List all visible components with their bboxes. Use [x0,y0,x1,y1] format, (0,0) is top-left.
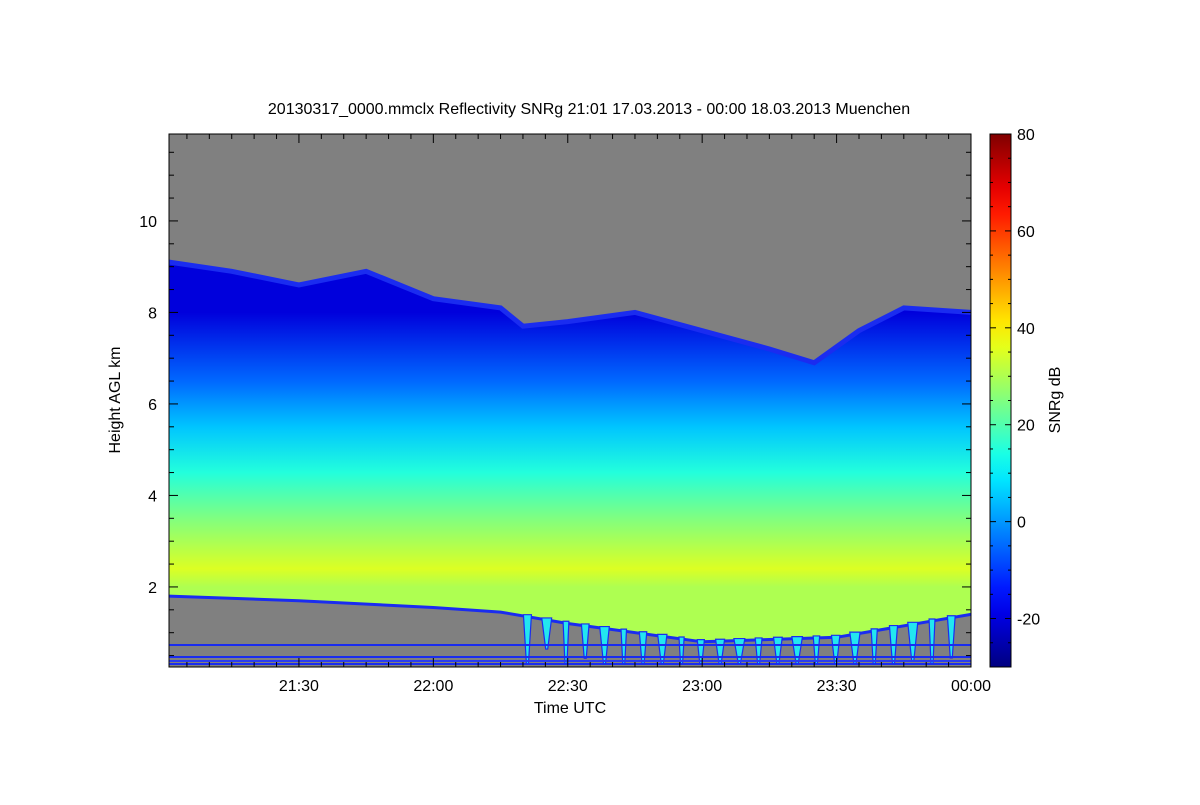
ground-clutter-band [169,663,971,665]
x-tick-label: 23:00 [682,678,722,695]
y-tick-label: 4 [148,488,157,505]
plot-frame [168,133,972,668]
ground-clutter-band [169,644,971,646]
colorbar-tick-label: -20 [1017,612,1040,629]
cloud-top-edge [169,259,971,366]
colorbar-label: SNRg dB [1047,367,1064,434]
fallstreak [541,617,553,650]
y-axis-label: Height AGL km [107,346,124,453]
colorbar [989,133,1012,668]
x-tick-label: 23:30 [817,678,857,695]
y-tick-label: 8 [148,305,157,322]
x-axis-label: Time UTC [534,700,606,717]
ground-clutter-band [169,656,971,658]
colorbar-tick-label: 60 [1017,224,1035,241]
colorbar-tick-label: 0 [1017,515,1026,532]
cloud-echo-region [169,262,971,642]
chart-title: 20130317_0000.mmclx Reflectivity SNRg 21… [268,101,910,118]
fallstreak [678,636,685,665]
colorbar-tick-label: 20 [1017,418,1035,435]
ground-clutter-band [169,660,971,662]
plot-area [169,134,971,667]
x-tick-label: 22:30 [548,678,588,695]
y-axis: 2 4 6 8 10 [139,151,971,657]
x-tick-label: 00:00 [951,678,991,695]
colorbar-tick-label: 40 [1017,321,1035,338]
x-tick-label: 22:00 [413,678,453,695]
x-tick-label: 21:30 [279,678,319,695]
colorbar-ticks: -20 0 20 40 60 80 [990,127,1040,668]
y-tick-label: 10 [139,214,157,231]
y-tick-label: 6 [148,397,157,414]
x-axis: 21:30 22:00 22:30 23:00 23:30 00:00 [186,134,991,695]
colorbar-tick-label: 80 [1017,127,1035,144]
fallstreak [580,623,590,659]
y-tick-label: 2 [148,580,157,597]
